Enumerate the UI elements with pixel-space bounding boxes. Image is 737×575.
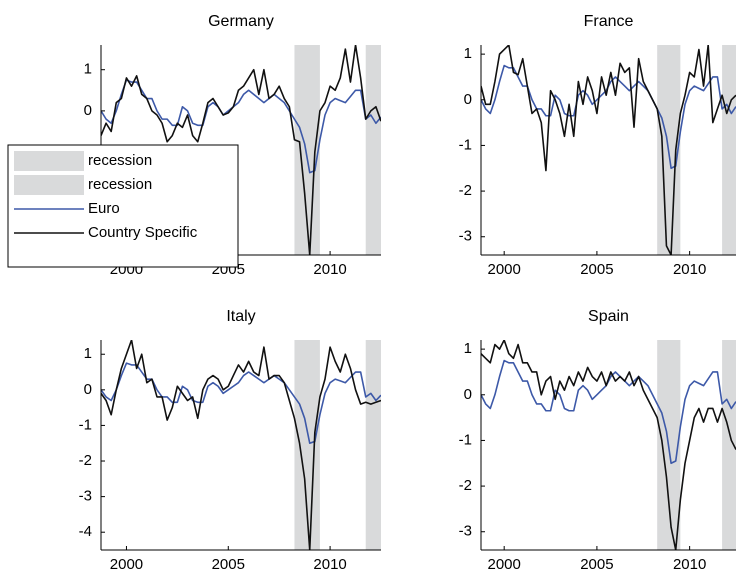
y-tick-label: -1: [459, 136, 472, 153]
recession-band: [722, 45, 736, 255]
recession-band: [365, 340, 381, 550]
y-tick-label: 1: [84, 61, 92, 78]
x-tick-label: 2000: [110, 556, 143, 573]
plot-area: [481, 340, 736, 550]
legend-label: recession: [88, 176, 152, 193]
y-tick-label: 0: [464, 91, 472, 108]
plot-area: [481, 45, 736, 255]
series-line: [481, 45, 736, 255]
x-tick-label: 2000: [487, 261, 520, 278]
y-tick-label: -3: [459, 228, 472, 245]
legend: recession recession Euro Country Specific: [7, 144, 239, 268]
chart-title: France: [584, 13, 634, 30]
x-tick-label: 2000: [487, 556, 520, 573]
legend-swatch: [14, 151, 84, 171]
y-tick-label: -4: [79, 523, 92, 540]
y-tick-label: 1: [464, 340, 472, 357]
x-tick-label: 2010: [313, 261, 346, 278]
legend-label: recession: [88, 152, 152, 169]
y-tick-label: -3: [79, 488, 92, 505]
chart-title: Spain: [588, 308, 629, 325]
y-tick-label: -2: [79, 452, 92, 469]
y-tick-label: -1: [459, 431, 472, 448]
y-tick-label: 0: [84, 102, 92, 119]
series-line: [101, 362, 381, 445]
series-line: [101, 340, 381, 550]
x-tick-label: 2005: [212, 556, 245, 573]
chart-title: Italy: [226, 308, 255, 325]
plot-area: [101, 45, 381, 255]
recession-band: [365, 45, 381, 255]
recession-band: [722, 340, 736, 550]
x-tick-label: 2005: [580, 261, 613, 278]
x-tick-label: 2010: [313, 556, 346, 573]
x-tick-label: 2005: [580, 556, 613, 573]
y-tick-label: 0: [464, 386, 472, 403]
y-tick-label: 1: [464, 45, 472, 62]
plot-area: [101, 340, 381, 550]
x-tick-label: 2010: [673, 556, 706, 573]
y-tick-label: 1: [84, 345, 92, 362]
y-tick-label: -1: [79, 416, 92, 433]
y-tick-label: -2: [459, 477, 472, 494]
x-tick-label: 2010: [673, 261, 706, 278]
y-tick-label: -2: [459, 182, 472, 199]
y-tick-label: 0: [84, 381, 92, 398]
legend-swatch: [14, 175, 84, 195]
y-tick-label: -3: [459, 523, 472, 540]
legend-label: Country Specific: [88, 224, 198, 241]
series-line: [101, 45, 381, 255]
legend-label: Euro: [88, 200, 120, 217]
series-line: [481, 340, 736, 550]
chart-title: Germany: [208, 13, 274, 30]
